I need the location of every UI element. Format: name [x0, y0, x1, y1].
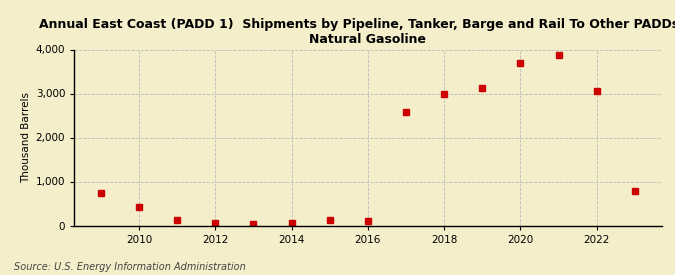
Y-axis label: Thousand Barrels: Thousand Barrels: [22, 92, 32, 183]
Text: Source: U.S. Energy Information Administration: Source: U.S. Energy Information Administ…: [14, 262, 245, 272]
Title: Annual East Coast (PADD 1)  Shipments by Pipeline, Tanker, Barge and Rail To Oth: Annual East Coast (PADD 1) Shipments by …: [38, 18, 675, 46]
